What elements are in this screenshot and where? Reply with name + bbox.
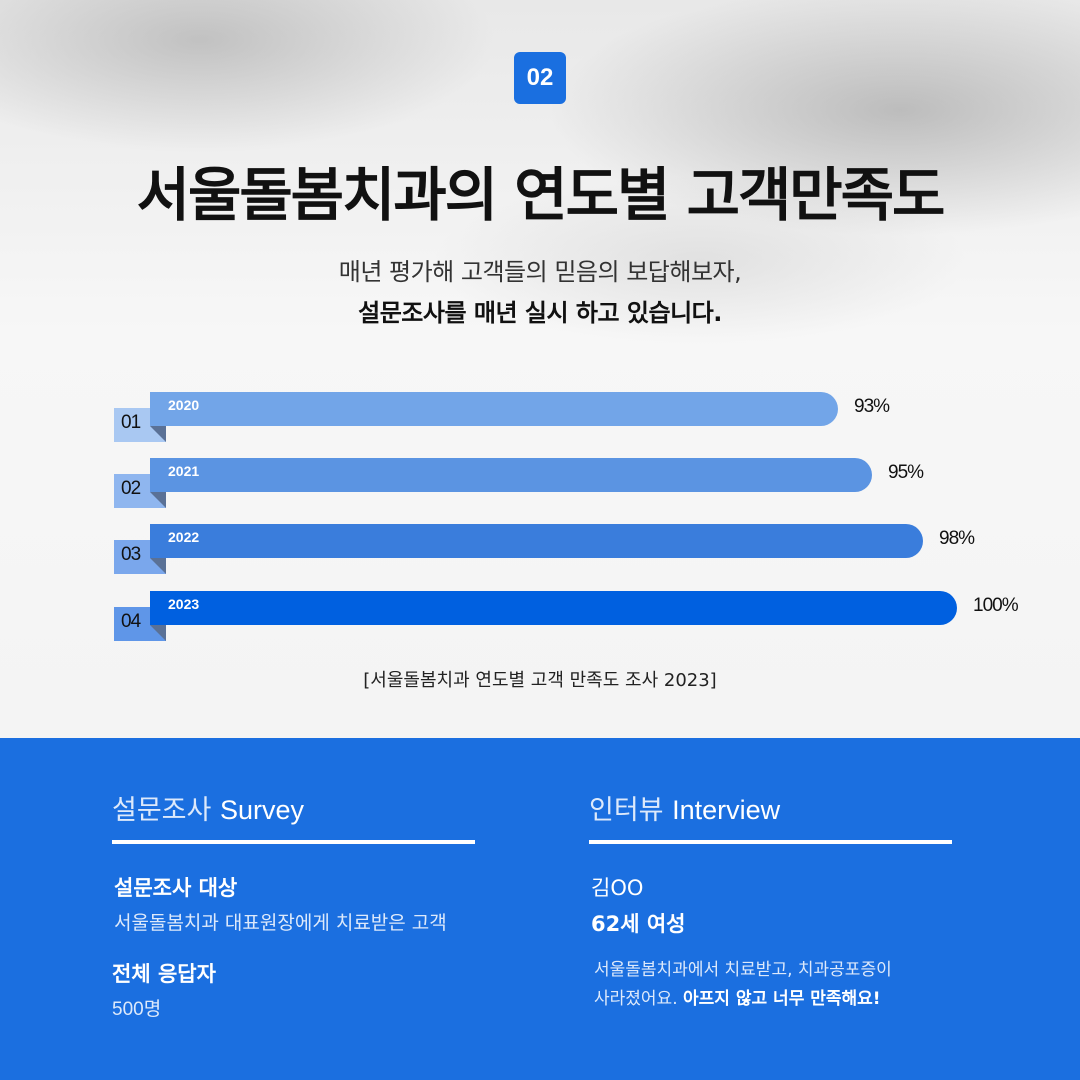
bar-value-label: 100% (973, 595, 1019, 616)
bar-value-label: 93% (854, 396, 890, 417)
ribbon-fold-icon (150, 426, 166, 442)
bar-value-label: 98% (939, 528, 975, 549)
interview-heading-ko: 인터뷰 (589, 795, 664, 826)
interview-heading: 인터뷰 Interview (589, 788, 780, 827)
bar-2022: 2022 (150, 524, 923, 558)
bar-value-label: 95% (888, 462, 924, 483)
subtitle-line-1: 매년 평가해 고객들의 믿음의 보답해보자, (338, 258, 742, 286)
bar-year-label: 2020 (168, 397, 200, 413)
ribbon-fold-icon (150, 558, 166, 574)
interviewee-profile: 62세 여성 (591, 912, 686, 936)
ribbon-fold-icon (150, 625, 166, 641)
interview-heading-en: Interview (672, 795, 781, 825)
survey-divider (112, 840, 475, 844)
subtitle-line-2: 설문조사를 매년 실시 하고 있습니다. (358, 299, 722, 327)
ribbon-fold-icon (150, 492, 166, 508)
bar-year-label: 2022 (168, 529, 200, 545)
survey-respondents-value: 500명 (112, 999, 162, 1020)
survey-target-value: 서울돌봄치과 대표원장에게 치료받은 고객 (114, 912, 447, 934)
interview-quote: 서울돌봄치과에서 치료받고, 치과공포증이 사라졌어요. 아프지 않고 너무 만… (594, 956, 892, 1014)
section-number-badge: 02 (514, 52, 566, 104)
quote-line-2: 사라졌어요. 아프지 않고 너무 만족해요! (594, 985, 892, 1014)
quote-line-1: 서울돌봄치과에서 치료받고, 치과공포증이 (594, 960, 892, 980)
page-title: 서울돌봄치과의 연도별 고객만족도 (136, 161, 946, 229)
info-panel: 설문조사 Survey 설문조사 대상 서울돌봄치과 대표원장에게 치료받은 고… (0, 738, 1080, 1080)
bar-2021: 2021 (150, 458, 872, 492)
survey-heading-ko: 설문조사 (112, 795, 212, 826)
chart-caption: [서울돌봄치과 연도별 고객 만족도 조사 2023] (363, 670, 717, 691)
quote-line-2-plain: 사라졌어요. (594, 989, 684, 1009)
survey-heading-en: Survey (219, 795, 305, 825)
quote-line-2-bold: 아프지 않고 너무 만족해요! (683, 989, 881, 1009)
survey-respondents-label: 전체 응답자 (112, 962, 216, 986)
survey-target-label: 설문조사 대상 (114, 876, 238, 900)
interviewee-name: 김OO (591, 876, 644, 900)
survey-heading: 설문조사 Survey (112, 788, 304, 827)
interview-divider (589, 840, 952, 844)
bar-year-label: 2021 (168, 463, 200, 479)
bar-2020: 2020 (150, 392, 838, 426)
bar-2023: 2023 (150, 591, 957, 625)
bar-year-label: 2023 (168, 596, 200, 612)
